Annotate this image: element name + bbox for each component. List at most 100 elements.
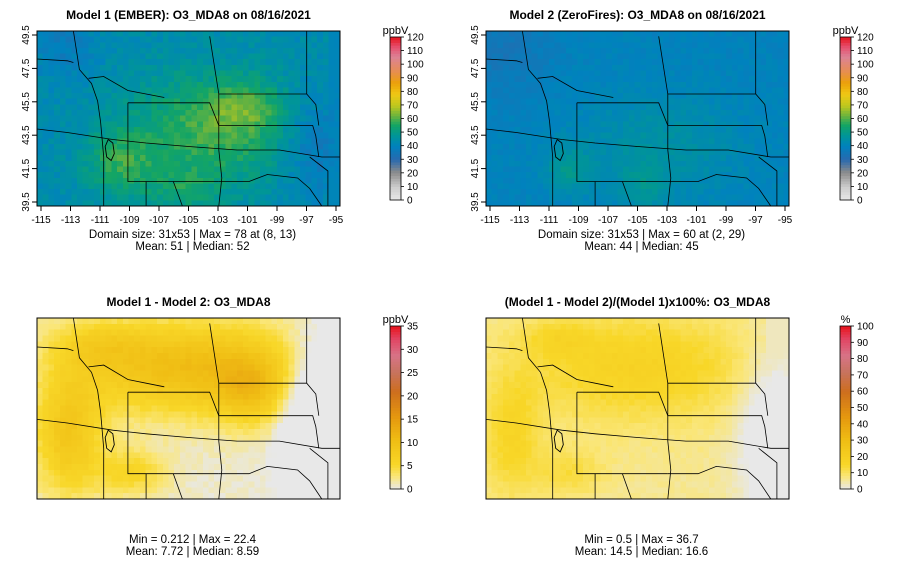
heatmap-cell	[503, 150, 509, 156]
heatmap-cell	[749, 144, 755, 150]
heatmap-cell	[277, 183, 283, 189]
heatmap-cell	[271, 127, 277, 133]
heatmap-cell	[658, 65, 664, 71]
heatmap-cell	[715, 178, 721, 184]
heatmap-cell	[88, 127, 94, 133]
legend-tick-label: 70	[857, 100, 869, 111]
heatmap-cell	[209, 150, 215, 156]
heatmap-cell	[703, 99, 709, 105]
heatmap-cell	[732, 104, 738, 110]
heatmap-cell	[43, 76, 49, 82]
heatmap-cell	[243, 195, 249, 201]
heatmap-cell	[254, 144, 260, 150]
heatmap-cell	[191, 104, 197, 110]
heatmap-cell	[214, 429, 220, 435]
heatmap-cell	[60, 93, 66, 99]
heatmap-cell	[612, 71, 618, 77]
heatmap-cell	[703, 183, 709, 189]
heatmap-cell	[766, 99, 772, 105]
heatmap-cell	[134, 347, 140, 353]
heatmap-cell	[595, 65, 601, 71]
heatmap-cell	[658, 172, 664, 178]
heatmap-cell	[174, 93, 180, 99]
heatmap-cell	[311, 464, 317, 470]
heatmap-cell	[243, 133, 249, 139]
heatmap-cell	[560, 166, 566, 172]
heatmap-cell	[520, 144, 526, 150]
heatmap-cell	[617, 161, 623, 167]
heatmap-cell	[289, 330, 295, 336]
heatmap-cell	[191, 48, 197, 54]
heatmap-cell	[100, 42, 106, 48]
heatmap-cell	[66, 166, 72, 172]
heatmap-cell	[277, 359, 283, 365]
heatmap-cell	[209, 87, 215, 93]
heatmap-cell	[191, 336, 197, 342]
heatmap-cell	[277, 54, 283, 60]
heatmap-cell	[168, 121, 174, 127]
heatmap-cell	[60, 178, 66, 184]
heatmap-cell	[260, 54, 266, 60]
heatmap-cell	[134, 166, 140, 172]
heatmap-cell	[583, 172, 589, 178]
heatmap-cell	[43, 365, 49, 371]
heatmap-cell	[283, 110, 289, 116]
heatmap-cell	[766, 93, 772, 99]
heatmap-cell	[595, 104, 601, 110]
heatmap-cell	[197, 104, 203, 110]
heatmap-cell	[231, 166, 237, 172]
heatmap-cell	[180, 31, 186, 37]
heatmap-cell	[209, 417, 215, 423]
heatmap-cell	[692, 178, 698, 184]
heatmap-cell	[720, 161, 726, 167]
heatmap-cell	[663, 183, 669, 189]
heatmap-cell	[37, 42, 43, 48]
heatmap-cell	[749, 31, 755, 37]
heatmap-cell	[66, 138, 72, 144]
heatmap-cell	[646, 48, 652, 54]
heatmap-cell	[311, 76, 317, 82]
heatmap-cell	[663, 87, 669, 93]
heatmap-cell	[612, 104, 618, 110]
heatmap-cell	[760, 172, 766, 178]
heatmap-cell	[709, 31, 715, 37]
heatmap-cell	[755, 127, 761, 133]
heatmap-cell	[146, 417, 152, 423]
heatmap-cell	[203, 166, 209, 172]
heatmap-cell	[606, 116, 612, 122]
heatmap-cell	[60, 166, 66, 172]
heatmap-cell	[140, 133, 146, 139]
heatmap-cell	[163, 382, 169, 388]
heatmap-cell	[254, 330, 260, 336]
heatmap-cell	[520, 166, 526, 172]
heatmap-cell	[146, 195, 152, 201]
heatmap-cell	[48, 324, 54, 330]
heatmap-cell	[94, 82, 100, 88]
heatmap-cell	[566, 150, 572, 156]
heatmap-cell	[640, 195, 646, 201]
heatmap-cell	[54, 133, 60, 139]
heatmap-cell	[249, 423, 255, 429]
heatmap-cell	[709, 166, 715, 172]
heatmap-cell	[635, 178, 641, 184]
heatmap-cell	[497, 183, 503, 189]
heatmap-cell	[48, 365, 54, 371]
heatmap-cell	[300, 429, 306, 435]
heatmap-cell	[254, 417, 260, 423]
heatmap-cell	[738, 37, 744, 43]
heatmap-cell	[283, 429, 289, 435]
heatmap-cell	[497, 189, 503, 195]
heatmap-cell	[617, 121, 623, 127]
heatmap-cell	[560, 195, 566, 201]
heatmap-cell	[237, 417, 243, 423]
heatmap-cell	[260, 144, 266, 150]
heatmap-cell	[486, 178, 492, 184]
heatmap-cell	[191, 166, 197, 172]
heatmap-cell	[738, 133, 744, 139]
heatmap-cell	[283, 365, 289, 371]
heatmap-cell	[589, 161, 595, 167]
heatmap-cell	[646, 65, 652, 71]
heatmap-cell	[128, 48, 134, 54]
heatmap-cell	[174, 406, 180, 412]
heatmap-cell	[117, 166, 123, 172]
